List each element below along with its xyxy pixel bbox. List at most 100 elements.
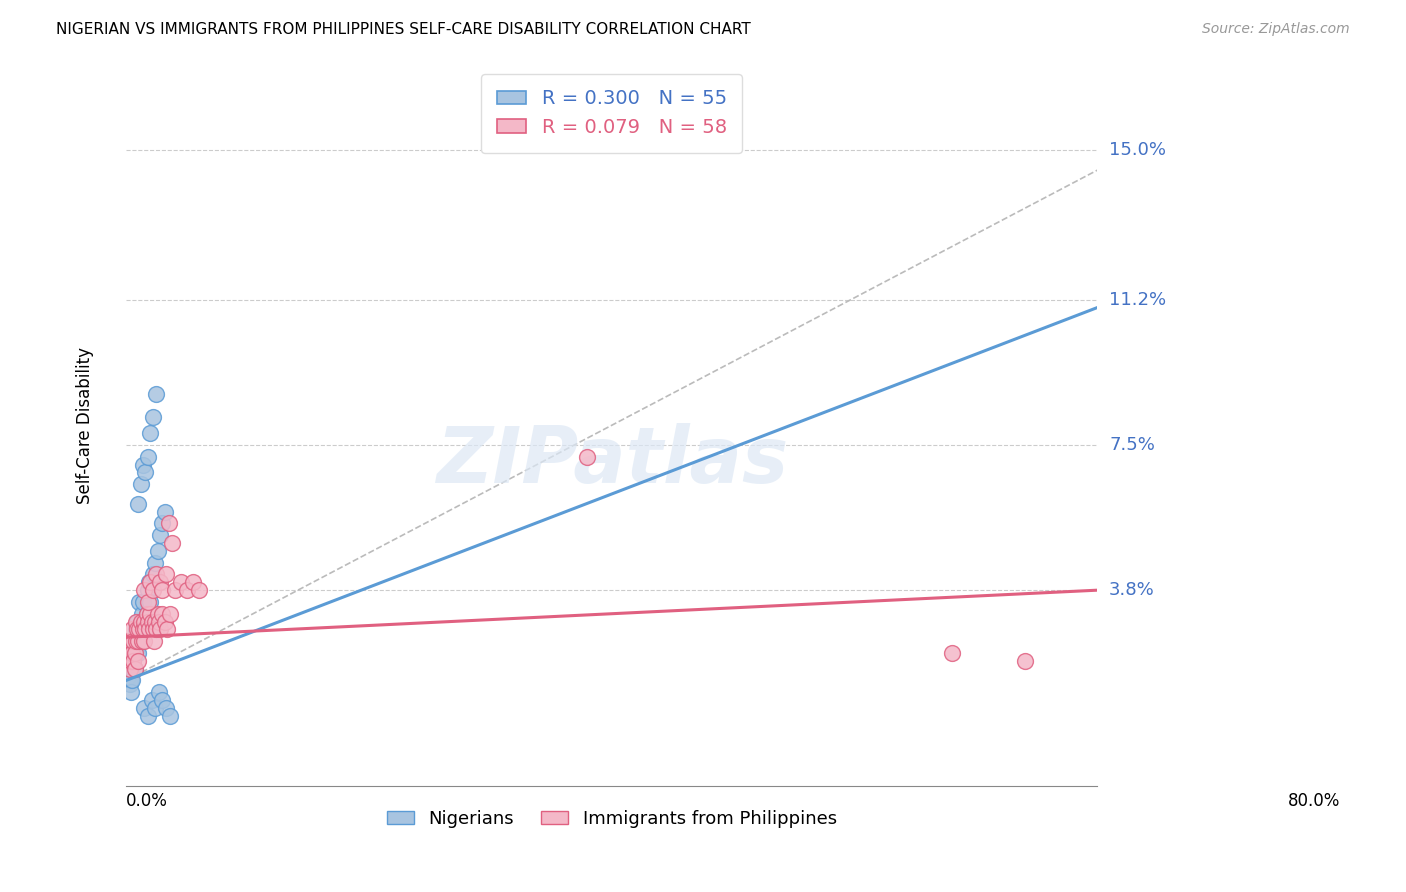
Point [139,595,162,609]
Point [122,634,145,648]
Point [124,662,146,676]
Point [125,642,148,657]
Text: 7.5%: 7.5% [1109,436,1156,454]
Point [118,634,141,648]
Point [129,615,152,629]
Point [115,646,138,660]
Point [135,607,157,621]
Point [132,458,155,472]
Point [163,583,186,598]
Point [125,623,148,637]
Point [131,634,153,648]
Point [142,634,165,648]
Point [122,654,145,668]
Point [136,615,159,629]
Point [120,654,142,668]
Point [155,567,177,582]
Point [135,607,157,621]
Point [125,634,148,648]
Point [127,634,149,648]
Point [141,615,163,629]
Point [139,607,162,621]
Point [117,669,139,683]
Point [149,623,172,637]
Point [169,575,191,590]
Point [127,654,149,668]
Point [132,623,155,637]
Point [120,634,142,648]
Point [127,646,149,660]
Point [127,623,149,637]
Point [134,623,156,637]
Point [117,654,139,668]
Point [160,536,183,550]
Point [148,615,170,629]
Point [152,516,174,531]
Point [134,615,156,629]
Point [156,623,179,637]
Point [125,615,148,629]
Point [134,583,156,598]
Point [152,583,174,598]
Point [115,634,138,648]
Point [145,623,167,637]
Point [138,623,160,637]
Point [122,654,145,668]
Point [136,450,159,464]
Point [132,595,155,609]
Point [128,623,150,637]
Point [153,505,176,519]
Point [159,607,181,621]
Point [145,387,167,401]
Point [120,685,142,699]
Point [121,673,143,688]
Point [120,654,142,668]
Point [146,607,169,621]
Point [121,646,143,660]
Point [149,528,172,542]
Point [146,544,169,558]
Text: Source: ZipAtlas.com: Source: ZipAtlas.com [1202,22,1350,37]
Point [141,693,163,707]
Point [115,662,138,676]
Text: 0.0%: 0.0% [127,791,167,810]
Point [187,583,209,598]
Point [1014,654,1036,668]
Point [117,654,139,668]
Point [159,708,181,723]
Point [120,673,142,688]
Point [134,634,156,648]
Point [576,450,599,464]
Point [136,708,159,723]
Point [138,575,160,590]
Point [125,623,148,637]
Point [121,646,143,660]
Point [134,466,156,480]
Text: 15.0%: 15.0% [1109,142,1166,160]
Text: 80.0%: 80.0% [1288,791,1340,810]
Point [142,583,165,598]
Point [142,410,165,425]
Point [155,701,177,715]
Point [129,477,152,491]
Point [134,615,156,629]
Point [118,662,141,676]
Point [153,615,176,629]
Point [149,575,172,590]
Point [176,583,198,598]
Point [157,516,180,531]
Point [134,701,156,715]
Point [142,567,165,582]
Point [136,595,159,609]
Point [124,662,146,676]
Point [941,646,963,660]
Point [143,615,166,629]
Point [134,623,156,637]
Point [143,701,166,715]
Point [118,677,141,691]
Text: ZIPatlas: ZIPatlas [436,424,787,500]
Point [125,615,148,629]
Point [128,595,150,609]
Point [127,497,149,511]
Point [125,634,148,648]
